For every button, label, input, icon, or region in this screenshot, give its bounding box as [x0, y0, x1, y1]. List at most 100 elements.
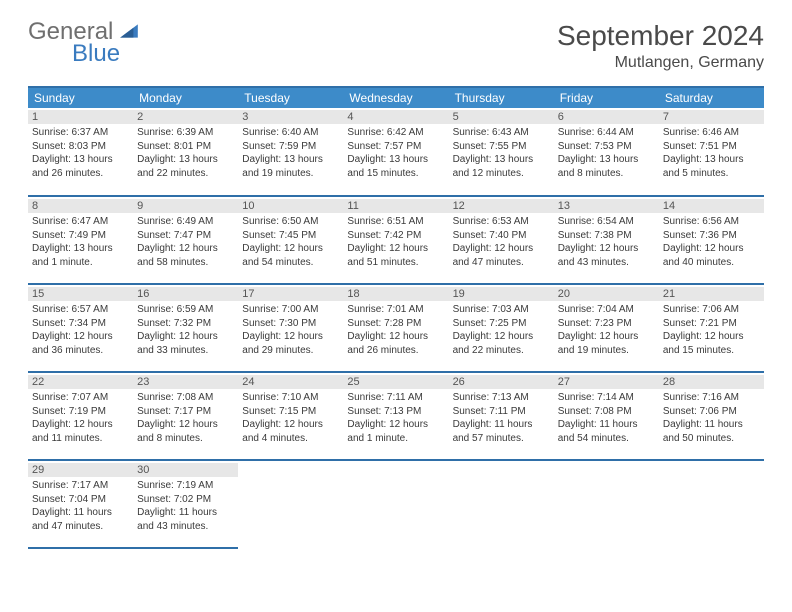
sunrise: Sunrise: 6:49 AM: [137, 215, 234, 229]
day-number: 28: [659, 375, 764, 389]
day-details: Sunrise: 7:13 AMSunset: 7:11 PMDaylight:…: [453, 391, 550, 445]
daylight-2: and 8 minutes.: [558, 167, 655, 181]
daylight-2: and 33 minutes.: [137, 344, 234, 358]
daylight-2: and 50 minutes.: [663, 432, 760, 446]
sunrise: Sunrise: 7:08 AM: [137, 391, 234, 405]
day-number: 4: [343, 110, 448, 124]
day-number: 15: [28, 287, 133, 301]
day-number: 14: [659, 199, 764, 213]
sunset: Sunset: 7:32 PM: [137, 317, 234, 331]
calendar-cell: 24Sunrise: 7:10 AMSunset: 7:15 PMDayligh…: [238, 372, 343, 460]
day-details: Sunrise: 6:49 AMSunset: 7:47 PMDaylight:…: [137, 215, 234, 269]
daylight-2: and 47 minutes.: [453, 256, 550, 270]
daylight-2: and 36 minutes.: [32, 344, 129, 358]
day-details: Sunrise: 7:08 AMSunset: 7:17 PMDaylight:…: [137, 391, 234, 445]
sunset: Sunset: 7:34 PM: [32, 317, 129, 331]
sunrise: Sunrise: 7:13 AM: [453, 391, 550, 405]
daylight-1: Daylight: 12 hours: [347, 330, 444, 344]
sunrise: Sunrise: 6:51 AM: [347, 215, 444, 229]
day-details: Sunrise: 6:47 AMSunset: 7:49 PMDaylight:…: [32, 215, 129, 269]
daylight-1: Daylight: 11 hours: [453, 418, 550, 432]
daylight-1: Daylight: 13 hours: [242, 153, 339, 167]
daylight-1: Daylight: 12 hours: [242, 330, 339, 344]
calendar-cell: 9Sunrise: 6:49 AMSunset: 7:47 PMDaylight…: [133, 196, 238, 284]
daylight-2: and 54 minutes.: [558, 432, 655, 446]
daylight-1: Daylight: 12 hours: [137, 330, 234, 344]
day-number: 21: [659, 287, 764, 301]
sunset: Sunset: 7:40 PM: [453, 229, 550, 243]
sunset: Sunset: 7:36 PM: [663, 229, 760, 243]
sunset: Sunset: 7:47 PM: [137, 229, 234, 243]
calendar-cell: 4Sunrise: 6:42 AMSunset: 7:57 PMDaylight…: [343, 108, 448, 196]
sunrise: Sunrise: 7:07 AM: [32, 391, 129, 405]
day-details: Sunrise: 7:17 AMSunset: 7:04 PMDaylight:…: [32, 479, 129, 533]
daylight-2: and 5 minutes.: [663, 167, 760, 181]
sunset: Sunset: 7:08 PM: [558, 405, 655, 419]
calendar-cell: 25Sunrise: 7:11 AMSunset: 7:13 PMDayligh…: [343, 372, 448, 460]
sunrise: Sunrise: 6:50 AM: [242, 215, 339, 229]
day-details: Sunrise: 6:43 AMSunset: 7:55 PMDaylight:…: [453, 126, 550, 180]
daylight-2: and 26 minutes.: [32, 167, 129, 181]
daylight-1: Daylight: 12 hours: [242, 418, 339, 432]
daylight-2: and 1 minute.: [32, 256, 129, 270]
sunset: Sunset: 7:45 PM: [242, 229, 339, 243]
daylight-2: and 19 minutes.: [558, 344, 655, 358]
day-number: 10: [238, 199, 343, 213]
day-details: Sunrise: 6:51 AMSunset: 7:42 PMDaylight:…: [347, 215, 444, 269]
col-wednesday: Wednesday: [343, 87, 448, 108]
logo: General Blue: [28, 20, 140, 66]
daylight-1: Daylight: 13 hours: [663, 153, 760, 167]
sunset: Sunset: 8:01 PM: [137, 140, 234, 154]
day-details: Sunrise: 7:04 AMSunset: 7:23 PMDaylight:…: [558, 303, 655, 357]
day-number: 17: [238, 287, 343, 301]
sunrise: Sunrise: 6:53 AM: [453, 215, 550, 229]
sunrise: Sunrise: 7:11 AM: [347, 391, 444, 405]
calendar-cell: 30Sunrise: 7:19 AMSunset: 7:02 PMDayligh…: [133, 460, 238, 548]
day-details: Sunrise: 6:54 AMSunset: 7:38 PMDaylight:…: [558, 215, 655, 269]
day-details: Sunrise: 6:53 AMSunset: 7:40 PMDaylight:…: [453, 215, 550, 269]
page-title: September 2024: [557, 20, 764, 52]
daylight-2: and 11 minutes.: [32, 432, 129, 446]
location-label: Mutlangen, Germany: [557, 54, 764, 72]
calendar-cell: 16Sunrise: 6:59 AMSunset: 7:32 PMDayligh…: [133, 284, 238, 372]
calendar-cell: [343, 460, 448, 548]
sunset: Sunset: 7:57 PM: [347, 140, 444, 154]
sunset: Sunset: 7:30 PM: [242, 317, 339, 331]
calendar-cell: 7 Sunrise: 6:46 AMSunset: 7:51 PMDaylight…: [659, 108, 764, 196]
daylight-2: and 57 minutes.: [453, 432, 550, 446]
sunrise: Sunrise: 7:04 AM: [558, 303, 655, 317]
day-details: Sunrise: 6:56 AMSunset: 7:36 PMDaylight:…: [663, 215, 760, 269]
day-number: 19: [449, 287, 554, 301]
day-number: 7: [659, 110, 764, 124]
sunrise: Sunrise: 7:03 AM: [453, 303, 550, 317]
day-details: Sunrise: 7:06 AMSunset: 7:21 PMDaylight:…: [663, 303, 760, 357]
daylight-2: and 22 minutes.: [453, 344, 550, 358]
calendar-cell: [238, 460, 343, 548]
day-details: Sunrise: 7:19 AMSunset: 7:02 PMDaylight:…: [137, 479, 234, 533]
calendar-cell: [554, 460, 659, 548]
calendar-cell: 15Sunrise: 6:57 AMSunset: 7:34 PMDayligh…: [28, 284, 133, 372]
day-number: 23: [133, 375, 238, 389]
day-number: 18: [343, 287, 448, 301]
calendar-cell: [449, 460, 554, 548]
daylight-1: Daylight: 12 hours: [663, 330, 760, 344]
col-thursday: Thursday: [449, 87, 554, 108]
col-friday: Friday: [554, 87, 659, 108]
day-details: Sunrise: 6:37 AMSunset: 8:03 PMDaylight:…: [32, 126, 129, 180]
sunrise: Sunrise: 7:06 AM: [663, 303, 760, 317]
day-details: Sunrise: 7:00 AMSunset: 7:30 PMDaylight:…: [242, 303, 339, 357]
sunrise: Sunrise: 6:46 AM: [663, 126, 760, 140]
day-details: Sunrise: 6:44 AMSunset: 7:53 PMDaylight:…: [558, 126, 655, 180]
daylight-2: and 1 minute.: [347, 432, 444, 446]
sunrise: Sunrise: 6:40 AM: [242, 126, 339, 140]
daylight-1: Daylight: 13 hours: [347, 153, 444, 167]
sunrise: Sunrise: 7:17 AM: [32, 479, 129, 493]
calendar-row: 22Sunrise: 7:07 AMSunset: 7:19 PMDayligh…: [28, 372, 764, 460]
day-details: Sunrise: 6:46 AMSunset: 7:51 PMDaylight:…: [663, 126, 760, 180]
sunset: Sunset: 7:02 PM: [137, 493, 234, 507]
calendar-cell: 22Sunrise: 7:07 AMSunset: 7:19 PMDayligh…: [28, 372, 133, 460]
calendar-cell: 27Sunrise: 7:14 AMSunset: 7:08 PMDayligh…: [554, 372, 659, 460]
calendar-cell: 21 Sunrise: 7:06 AMSunset: 7:21 PMDayligh…: [659, 284, 764, 372]
daylight-1: Daylight: 13 hours: [558, 153, 655, 167]
sunset: Sunset: 7:49 PM: [32, 229, 129, 243]
